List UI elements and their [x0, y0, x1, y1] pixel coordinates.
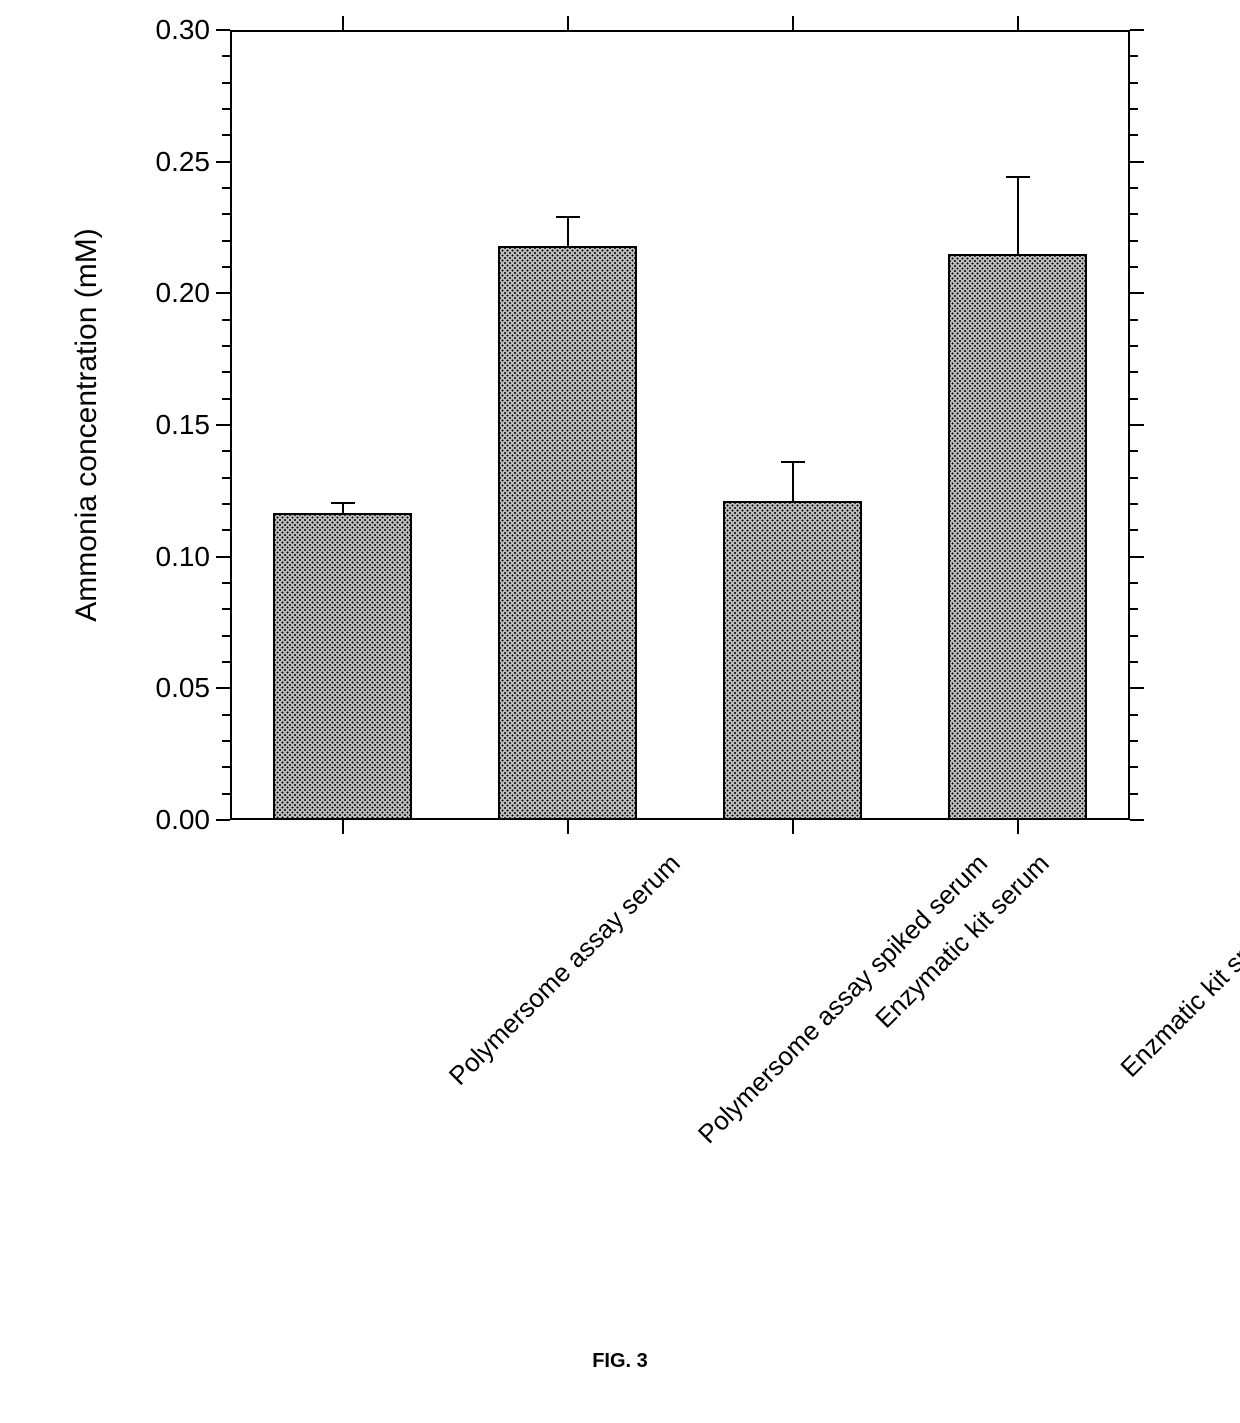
error-bar-cap [781, 461, 805, 463]
y-minor-tick [222, 108, 230, 110]
y-minor-tick [1130, 477, 1138, 479]
y-tick-label: 0.15 [130, 409, 210, 441]
y-minor-tick [222, 582, 230, 584]
x-tick [792, 16, 794, 30]
x-category-label: Polymersome assay serum [442, 848, 686, 1092]
bar [498, 246, 638, 820]
y-minor-tick [1130, 608, 1138, 610]
y-tick [1130, 424, 1144, 426]
bar [723, 501, 863, 820]
y-minor-tick [1130, 55, 1138, 57]
y-minor-tick [1130, 213, 1138, 215]
y-minor-tick [222, 345, 230, 347]
y-tick [216, 292, 230, 294]
y-minor-tick [222, 714, 230, 716]
x-tick [567, 16, 569, 30]
y-minor-tick [1130, 240, 1138, 242]
y-minor-tick [222, 766, 230, 768]
y-minor-tick [222, 134, 230, 136]
x-tick [342, 16, 344, 30]
y-tick [1130, 556, 1144, 558]
y-tick-label: 0.00 [130, 804, 210, 836]
x-tick [1017, 820, 1019, 834]
x-tick [792, 820, 794, 834]
y-tick [216, 424, 230, 426]
y-axis-label: Ammonia concentration (mM) [70, 30, 104, 820]
y-minor-tick [1130, 398, 1138, 400]
error-bar-stem [567, 217, 569, 246]
error-bar-cap [331, 502, 355, 504]
y-minor-tick [1130, 319, 1138, 321]
y-tick [1130, 292, 1144, 294]
y-minor-tick [1130, 371, 1138, 373]
y-minor-tick [222, 319, 230, 321]
y-minor-tick [222, 450, 230, 452]
x-category-label: Polymersome assay spiked serum [691, 848, 993, 1150]
y-minor-tick [1130, 345, 1138, 347]
y-minor-tick [1130, 766, 1138, 768]
y-minor-tick [1130, 82, 1138, 84]
y-minor-tick [222, 187, 230, 189]
x-category-label: Enzmatic kit spiked serum [1114, 848, 1240, 1083]
y-minor-tick [222, 266, 230, 268]
y-minor-tick [1130, 714, 1138, 716]
y-minor-tick [1130, 187, 1138, 189]
x-tick [1017, 16, 1019, 30]
error-bar-stem [792, 462, 794, 502]
page: 0.00 0.05 0.10 0.15 0.20 0.25 0.30 Ammonia conc… [0, 0, 1240, 1423]
y-tick [1130, 161, 1144, 163]
y-tick-label: 0.25 [130, 146, 210, 178]
error-bar-cap [556, 216, 580, 218]
y-tick [1130, 29, 1144, 31]
y-tick [216, 819, 230, 821]
y-minor-tick [222, 371, 230, 373]
y-minor-tick [222, 213, 230, 215]
y-minor-tick [1130, 661, 1138, 663]
y-minor-tick [222, 398, 230, 400]
x-tick [342, 820, 344, 834]
y-minor-tick [1130, 134, 1138, 136]
error-bar-stem [342, 503, 344, 514]
y-tick [1130, 819, 1144, 821]
error-bar-cap [1006, 176, 1030, 178]
y-minor-tick [222, 635, 230, 637]
y-minor-tick [1130, 635, 1138, 637]
y-tick [1130, 687, 1144, 689]
y-minor-tick [1130, 740, 1138, 742]
y-minor-tick [222, 55, 230, 57]
y-minor-tick [1130, 266, 1138, 268]
y-minor-tick [222, 661, 230, 663]
y-tick-label: 0.20 [130, 277, 210, 309]
y-minor-tick [222, 82, 230, 84]
y-minor-tick [222, 793, 230, 795]
y-tick [216, 556, 230, 558]
y-tick-label: 0.30 [130, 14, 210, 46]
y-minor-tick [222, 240, 230, 242]
bar [273, 513, 413, 820]
y-minor-tick [1130, 503, 1138, 505]
y-tick [216, 687, 230, 689]
y-minor-tick [1130, 450, 1138, 452]
y-minor-tick [1130, 529, 1138, 531]
y-tick [216, 161, 230, 163]
bar-chart: 0.00 0.05 0.10 0.15 0.20 0.25 0.30 Ammonia conc… [0, 0, 1240, 1423]
figure-caption: FIG. 3 [0, 1350, 1240, 1373]
x-tick [567, 820, 569, 834]
y-tick [216, 29, 230, 31]
y-minor-tick [222, 740, 230, 742]
y-minor-tick [222, 529, 230, 531]
y-tick-label: 0.10 [130, 541, 210, 573]
error-bar-stem [1017, 177, 1019, 253]
y-minor-tick [1130, 793, 1138, 795]
y-minor-tick [1130, 582, 1138, 584]
y-minor-tick [222, 477, 230, 479]
y-minor-tick [222, 503, 230, 505]
y-minor-tick [1130, 108, 1138, 110]
bar [948, 254, 1088, 820]
y-tick-label: 0.05 [130, 672, 210, 704]
y-minor-tick [222, 608, 230, 610]
